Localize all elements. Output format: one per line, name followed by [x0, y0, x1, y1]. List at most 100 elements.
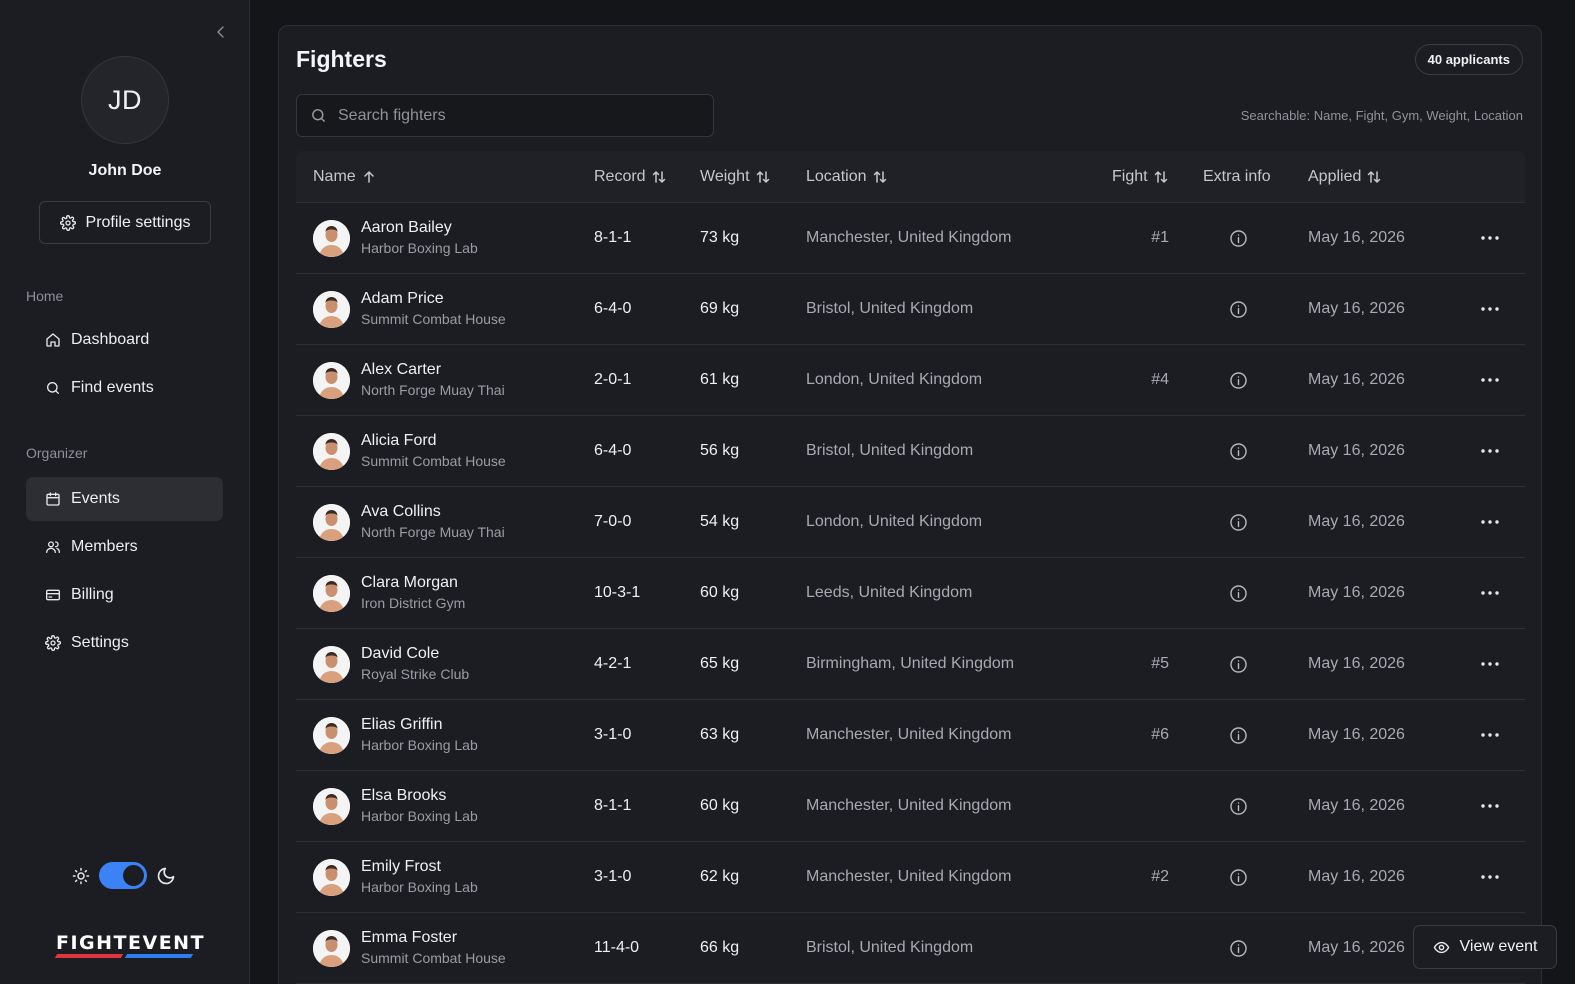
- column-header-location[interactable]: Location: [806, 151, 887, 203]
- row-actions-button[interactable]: [1478, 558, 1502, 628]
- fighter-weight: 60 kg: [700, 584, 740, 601]
- fighter-name[interactable]: Adam Price: [361, 290, 444, 307]
- extra-info-button[interactable]: [1228, 487, 1248, 557]
- row-actions-button[interactable]: [1478, 487, 1502, 557]
- row-actions-button[interactable]: [1478, 842, 1502, 912]
- user-avatar[interactable]: JD: [81, 56, 169, 144]
- fighter-name[interactable]: Emily Frost: [361, 858, 441, 875]
- column-header-weight[interactable]: Weight: [700, 151, 770, 203]
- fighter-name[interactable]: David Cole: [361, 645, 440, 662]
- fighter-name[interactable]: Aaron Bailey: [361, 219, 452, 236]
- extra-info-button[interactable]: [1228, 345, 1248, 415]
- fighter-name-cell: Clara Morgan Iron District Gym: [361, 558, 465, 628]
- fighter-gym: North Forge Muay Thai: [361, 524, 505, 540]
- fighter-name[interactable]: Alex Carter: [361, 361, 442, 378]
- extra-info-button[interactable]: [1228, 203, 1248, 273]
- sort-ascending-icon: [363, 171, 374, 183]
- nav-section-home: Home: [26, 288, 64, 304]
- table-row[interactable]: Adam Price Summit Combat House 6-4-0 69 kg B…: [296, 274, 1525, 345]
- sidebar-item-find-events[interactable]: Find events: [26, 366, 223, 410]
- info-icon: [1229, 797, 1247, 815]
- column-header-applied[interactable]: Applied: [1308, 151, 1381, 203]
- fighters-card: Fighters 40 applicants Searchable: Name,…: [278, 25, 1542, 984]
- fighter-name-cell: Adam Price Summit Combat House: [361, 274, 506, 344]
- fighter-photo: [313, 219, 350, 257]
- fighter-name-cell: Emma Foster Summit Combat House: [361, 913, 506, 983]
- fighter-gym: Summit Combat House: [361, 950, 506, 966]
- dark-mode-switch[interactable]: [99, 862, 147, 889]
- user-initials: JD: [108, 84, 142, 115]
- row-actions-button[interactable]: [1478, 771, 1502, 841]
- sidebar-item-events[interactable]: Events: [26, 477, 223, 521]
- row-actions-button[interactable]: [1478, 203, 1502, 273]
- chevron-left-icon: [217, 26, 224, 38]
- table-row[interactable]: Emma Foster Summit Combat House 11-4-0 66 k…: [296, 913, 1525, 984]
- table-row[interactable]: David Cole Royal Strike Club 4-2-1 65 kg Bir…: [296, 629, 1525, 700]
- table-row[interactable]: Ava Collins North Forge Muay Thai 7-0-0 54 …: [296, 487, 1525, 558]
- fighter-record: 11-4-0: [594, 939, 640, 956]
- table-row[interactable]: Elias Griffin Harbor Boxing Lab 3-1-0 63 kg…: [296, 700, 1525, 771]
- collapse-sidebar-button[interactable]: [212, 22, 230, 42]
- fighter-avatar: [313, 629, 350, 699]
- fighter-weight: 60 kg: [700, 797, 740, 814]
- sort-arrows-icon: [873, 171, 886, 183]
- row-actions-button[interactable]: [1478, 700, 1502, 770]
- column-label: Record: [594, 168, 646, 185]
- table-row[interactable]: Elsa Brooks Harbor Boxing Lab 8-1-1 60 kg Ma…: [296, 771, 1525, 842]
- sidebar-item-dashboard[interactable]: Dashboard: [26, 318, 223, 362]
- view-event-button[interactable]: View event: [1413, 925, 1557, 969]
- table-row[interactable]: Aaron Bailey Harbor Boxing Lab 8-1-1 73 kg M…: [296, 203, 1525, 274]
- table-row[interactable]: Alex Carter North Forge Muay Thai 2-0-1 61 …: [296, 345, 1525, 416]
- fighter-record: 10-3-1: [594, 584, 641, 601]
- table-row[interactable]: Emily Frost Harbor Boxing Lab 3-1-0 62 kg Ma…: [296, 842, 1525, 913]
- profile-settings-button[interactable]: Profile settings: [39, 201, 211, 244]
- sidebar-item-billing[interactable]: Billing: [26, 573, 223, 617]
- applied-date: May 16, 2026: [1308, 229, 1405, 246]
- extra-info-button[interactable]: [1228, 558, 1248, 628]
- sidebar-item-settings[interactable]: Settings: [26, 621, 223, 665]
- fighter-photo: [313, 290, 350, 328]
- fighter-name[interactable]: Alicia Ford: [361, 432, 437, 449]
- view-event-label: View event: [1459, 938, 1538, 955]
- sidebar-item-members[interactable]: Members: [26, 525, 223, 569]
- extra-info-button[interactable]: [1228, 913, 1248, 983]
- table-row[interactable]: Alicia Ford Summit Combat House 6-4-0 56 kg…: [296, 416, 1525, 487]
- sort-arrows-icon: [652, 171, 665, 183]
- fighter-location: Manchester, United Kingdom: [806, 797, 1012, 814]
- fighter-fight-number: [1096, 487, 1169, 557]
- row-actions-button[interactable]: [1478, 416, 1502, 486]
- applied-date: May 16, 2026: [1308, 939, 1405, 956]
- extra-info-button[interactable]: [1228, 771, 1248, 841]
- fighter-name[interactable]: Emma Foster: [361, 929, 458, 946]
- column-label: Extra info: [1203, 168, 1271, 185]
- row-actions-button[interactable]: [1478, 274, 1502, 344]
- extra-info-button[interactable]: [1228, 629, 1248, 699]
- table-row[interactable]: Clara Morgan Iron District Gym 10-3-1 60 kg…: [296, 558, 1525, 629]
- row-actions-button[interactable]: [1478, 629, 1502, 699]
- fighter-name[interactable]: Elias Griffin: [361, 716, 443, 733]
- fighter-name[interactable]: Ava Collins: [361, 503, 441, 520]
- column-header-record[interactable]: Record: [594, 151, 666, 203]
- user-name: John Doe: [88, 162, 162, 179]
- sidebar-item-label: Billing: [71, 586, 114, 603]
- fighter-name[interactable]: Clara Morgan: [361, 574, 458, 591]
- extra-info-button[interactable]: [1228, 700, 1248, 770]
- sidebar-item-label: Dashboard: [71, 331, 150, 348]
- extra-info-button[interactable]: [1228, 842, 1248, 912]
- nav-section-organizer: Organizer: [26, 445, 88, 461]
- fighter-location: Bristol, United Kingdom: [806, 442, 974, 459]
- column-header-name[interactable]: Name: [313, 151, 376, 203]
- fighter-weight: 69 kg: [700, 300, 740, 317]
- row-actions-button[interactable]: [1478, 345, 1502, 415]
- column-header-fight[interactable]: Fight: [1112, 151, 1168, 203]
- fighter-avatar: [313, 913, 350, 983]
- sort-arrows-icon: [1154, 171, 1167, 183]
- extra-info-button[interactable]: [1228, 274, 1248, 344]
- fighter-name[interactable]: Elsa Brooks: [361, 787, 447, 804]
- applied-date: May 16, 2026: [1308, 655, 1405, 672]
- column-header-extra-info: Extra info: [1203, 151, 1271, 203]
- info-icon: [1229, 442, 1247, 460]
- extra-info-button[interactable]: [1228, 416, 1248, 486]
- search-input[interactable]: [338, 106, 698, 125]
- fighter-name-cell: Elsa Brooks Harbor Boxing Lab: [361, 771, 478, 841]
